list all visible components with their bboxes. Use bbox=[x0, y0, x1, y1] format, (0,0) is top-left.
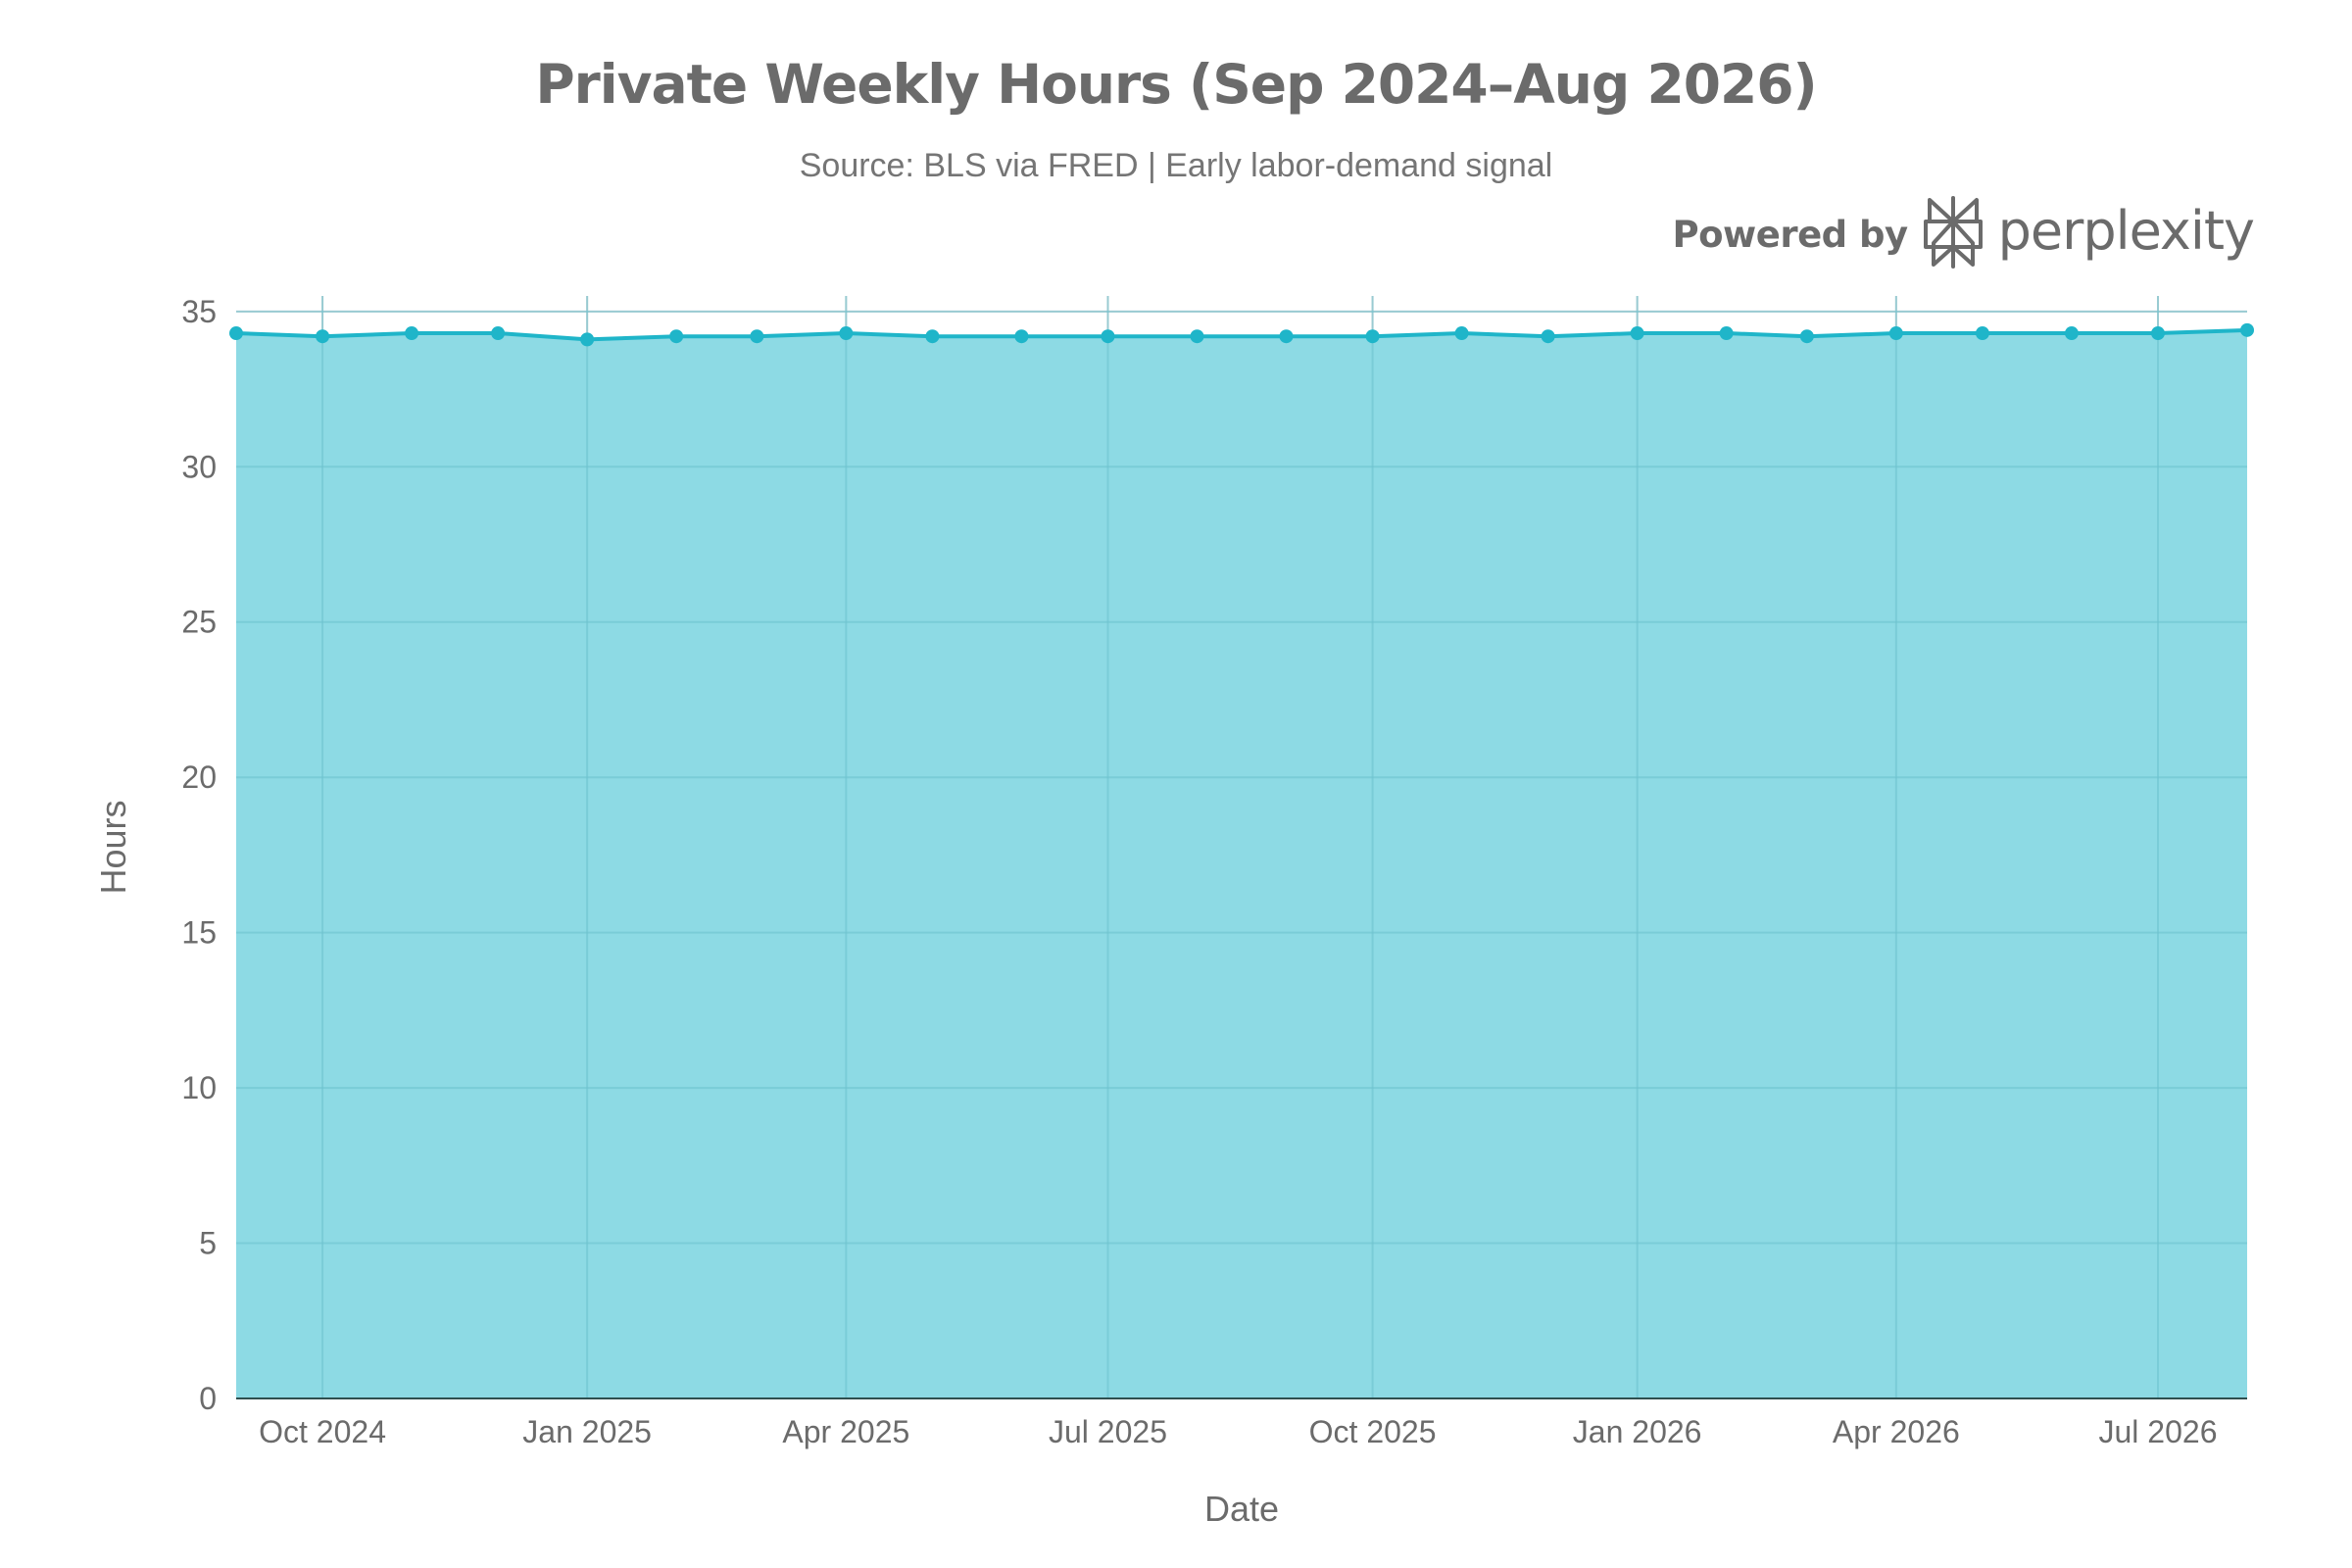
data-point bbox=[1014, 329, 1029, 344]
y-tick-label: 25 bbox=[181, 605, 217, 640]
data-point bbox=[1630, 326, 1644, 341]
x-tick-label: Apr 2025 bbox=[782, 1414, 909, 1449]
data-point bbox=[750, 329, 764, 344]
data-point bbox=[925, 329, 940, 344]
y-tick-label: 5 bbox=[199, 1226, 217, 1261]
data-point bbox=[1454, 326, 1469, 341]
y-tick-label: 0 bbox=[199, 1381, 217, 1416]
y-tick-label: 20 bbox=[181, 760, 217, 795]
x-tick-label: Jul 2025 bbox=[1049, 1414, 1167, 1449]
powered-by-badge: Powered by perplexity bbox=[1672, 196, 2255, 273]
data-point bbox=[1975, 326, 1989, 341]
y-tick-label: 30 bbox=[181, 449, 217, 484]
data-point bbox=[1719, 326, 1734, 341]
y-tick-label: 35 bbox=[181, 294, 217, 329]
label-layer: Oct 2024 Jan 2025 Apr 2025 Jul 2025 Oct 2025… bbox=[93, 294, 2217, 1529]
data-point bbox=[1888, 326, 1903, 341]
data-point bbox=[1190, 329, 1204, 344]
x-axis-title: Date bbox=[1204, 1489, 1279, 1529]
data-point bbox=[1279, 329, 1294, 344]
data-point bbox=[229, 326, 243, 341]
data-point bbox=[1101, 329, 1115, 344]
data-point bbox=[669, 329, 684, 344]
x-tick-label: Jul 2026 bbox=[2099, 1414, 2218, 1449]
x-tick-label: Oct 2025 bbox=[1309, 1414, 1437, 1449]
data-point bbox=[839, 326, 854, 341]
series-line bbox=[235, 327, 2248, 342]
y-tick-label: 15 bbox=[181, 915, 217, 951]
data-point bbox=[405, 326, 419, 341]
data-point bbox=[580, 332, 595, 347]
chart-subtitle: Source: BLS via FRED | Early labor-deman… bbox=[799, 147, 1553, 184]
series-area bbox=[236, 329, 2247, 1399]
y-axis-title: Hours bbox=[93, 800, 133, 894]
chart-title: Private Weekly Hours (Sep 2024–Aug 2026) bbox=[535, 53, 1817, 116]
area-layer bbox=[235, 296, 2248, 1399]
x-tick-label: Oct 2024 bbox=[259, 1414, 386, 1449]
data-point bbox=[1541, 329, 1555, 344]
x-tick-label: Apr 2026 bbox=[1833, 1414, 1960, 1449]
data-point bbox=[1365, 329, 1380, 344]
y-tick-label: 10 bbox=[181, 1070, 217, 1105]
perplexity-wordmark: perplexity bbox=[1997, 200, 2255, 262]
data-point bbox=[1799, 329, 1814, 344]
perplexity-logo-icon bbox=[1922, 196, 1984, 273]
data-point bbox=[316, 329, 330, 344]
x-tick-label: Jan 2025 bbox=[522, 1414, 652, 1449]
data-point bbox=[2150, 326, 2165, 341]
data-point bbox=[2240, 322, 2254, 337]
x-tick-label: Jan 2026 bbox=[1573, 1414, 1702, 1449]
data-point bbox=[491, 326, 506, 341]
points-layer bbox=[229, 322, 2254, 347]
powered-by-label: Powered by bbox=[1672, 214, 1909, 256]
data-point bbox=[2064, 326, 2079, 341]
